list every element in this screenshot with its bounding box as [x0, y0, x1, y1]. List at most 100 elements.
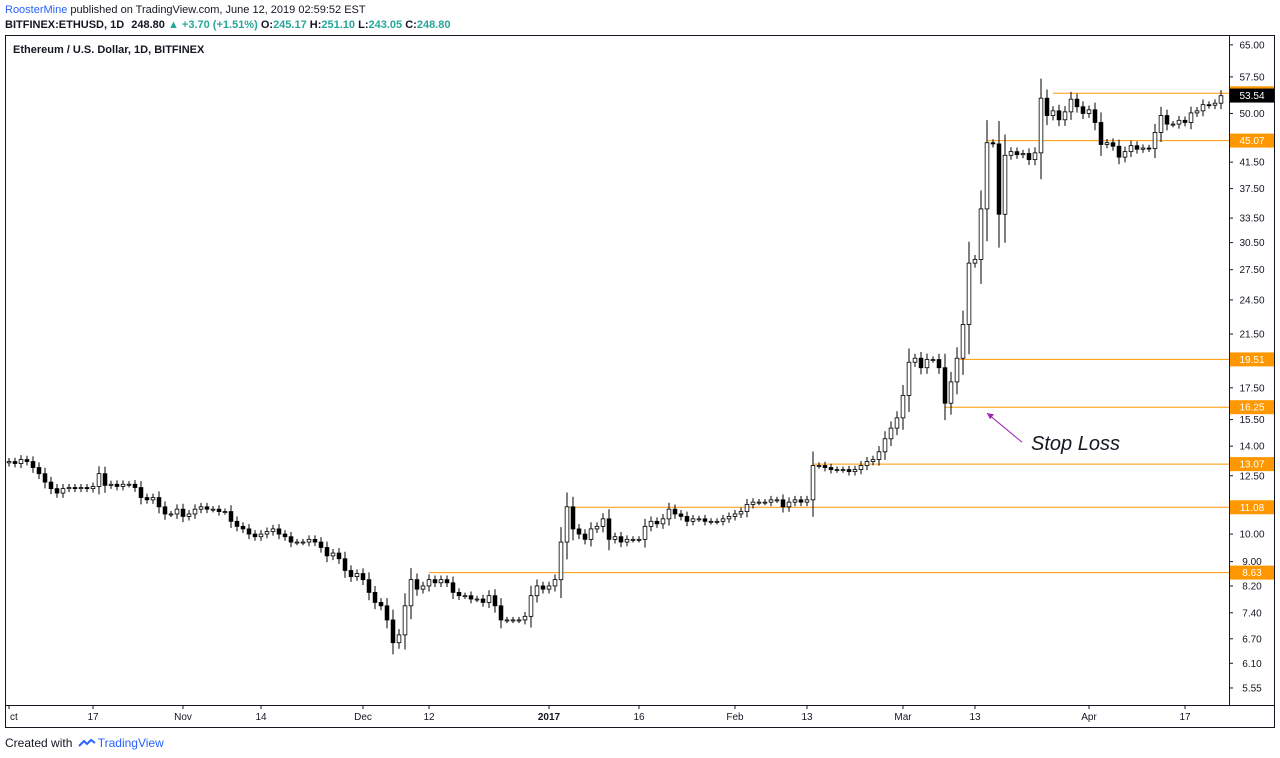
- level-price-badge: [1230, 352, 1274, 367]
- x-tick-label: 13: [801, 712, 813, 723]
- level-price-label: 45.07: [1239, 136, 1264, 147]
- candle-down: [654, 520, 660, 525]
- author-link[interactable]: RoosterMine: [5, 4, 68, 16]
- candle-up: [612, 536, 618, 540]
- candle-up: [840, 469, 846, 471]
- candle-down: [1056, 110, 1062, 121]
- candle-down: [102, 473, 108, 486]
- candle-down: [288, 536, 294, 543]
- candle-up: [708, 520, 714, 523]
- candle-down: [918, 357, 924, 369]
- y-tick-label: 57.50: [1239, 72, 1264, 83]
- candle-up: [858, 465, 864, 470]
- candle-up: [906, 361, 912, 396]
- candle-up: [726, 516, 732, 520]
- x-tick-label: 12: [423, 712, 435, 723]
- candle-down: [582, 533, 588, 540]
- candle-up: [744, 504, 750, 512]
- candle-down: [378, 601, 384, 607]
- candle-up: [978, 208, 984, 260]
- x-tick-label: 17: [87, 712, 99, 723]
- candle-up: [774, 499, 780, 502]
- candle-up: [966, 262, 972, 325]
- candle-up: [120, 483, 126, 487]
- x-tick-label: 2017: [538, 712, 561, 723]
- candle-down: [228, 511, 234, 522]
- y-tick-label: 30.50: [1239, 238, 1264, 249]
- tradingview-link[interactable]: TradingView: [97, 736, 164, 750]
- ohlc-legend: BITFINEX:ETHUSD, 1D 248.80 ▲ +3.70 (+1.5…: [5, 18, 450, 32]
- candle-down: [1080, 106, 1086, 114]
- candle-up: [558, 541, 564, 581]
- candle-up: [60, 488, 66, 494]
- candle-up: [834, 469, 840, 471]
- candle-up: [1158, 115, 1164, 133]
- candle-up: [408, 579, 414, 607]
- candle-down: [282, 533, 288, 538]
- candle-up: [1062, 111, 1068, 121]
- candle-up: [690, 518, 696, 522]
- y-tick-label: 6.10: [1242, 659, 1262, 670]
- candle-up: [18, 459, 24, 464]
- candle-up: [600, 518, 606, 527]
- candle-down: [162, 506, 168, 515]
- candle-up: [594, 525, 600, 530]
- x-tick-label: 13: [969, 712, 981, 723]
- tradingview-logo-icon: [78, 737, 96, 751]
- candle-down: [414, 579, 420, 590]
- candle-down: [234, 520, 240, 527]
- candlestick-chart[interactable]: Ethereum / U.S. Dollar, 1D, BITFINEX 65.…: [5, 35, 1275, 728]
- candle-up: [1122, 151, 1128, 158]
- candle-up: [1152, 132, 1158, 150]
- y-tick-label: 8.20: [1242, 581, 1262, 592]
- candle-up: [1188, 112, 1194, 123]
- candle-up: [306, 538, 312, 543]
- candle-up: [876, 451, 882, 460]
- candle-up: [756, 501, 762, 504]
- candle-up: [732, 513, 738, 517]
- candle-up: [90, 486, 96, 490]
- chart-frame[interactable]: Ethereum / U.S. Dollar, 1D, BITFINEX 65.…: [5, 35, 1275, 728]
- low-value: 243.05: [368, 19, 403, 31]
- candle-down: [1014, 151, 1020, 156]
- candle-up: [636, 538, 642, 541]
- candle-up: [522, 615, 528, 621]
- candle-down: [144, 497, 150, 501]
- y-tick-label: 5.55: [1242, 683, 1262, 694]
- candle-down: [672, 508, 678, 515]
- candle-up: [504, 619, 510, 622]
- candle-down: [1074, 98, 1080, 108]
- x-tick-label: 17: [1179, 712, 1191, 723]
- candle-up: [984, 142, 990, 210]
- candle-down: [1206, 104, 1212, 107]
- time-axis[interactable]: ct 17 Nov 14 Dec 12 2017 16 Feb 13 Mar 13 Apr 17: [8, 705, 1191, 723]
- candle-down: [366, 579, 372, 593]
- candle-down: [480, 598, 486, 603]
- last-price: 248.80: [131, 19, 165, 31]
- candle-up: [720, 518, 726, 522]
- annotation-text: Stop Loss: [1031, 433, 1120, 455]
- x-tick-label: ct: [10, 712, 18, 723]
- candle-up: [792, 499, 798, 503]
- candle-down: [48, 481, 54, 490]
- candle-up: [648, 520, 654, 527]
- candle-up: [66, 487, 72, 490]
- price-change: +3.70 (+1.51%): [181, 19, 258, 31]
- candle-up: [960, 324, 966, 359]
- candle-up: [714, 520, 720, 523]
- candle-up: [1104, 142, 1110, 145]
- candle-up: [624, 538, 630, 543]
- candle-down: [780, 499, 786, 508]
- candle-up: [294, 541, 300, 544]
- candle-down: [996, 143, 1002, 215]
- symbol-label: BITFINEX:ETHUSD, 1D: [5, 19, 125, 31]
- candle-down: [1098, 122, 1104, 145]
- candle-up: [588, 528, 594, 540]
- y-tick-label: 33.50: [1239, 214, 1264, 225]
- candle-up: [804, 499, 810, 503]
- candle-down: [570, 506, 576, 530]
- candle-down: [72, 487, 78, 490]
- candle-up: [888, 427, 894, 440]
- candle-down: [1044, 97, 1050, 116]
- candle-down: [24, 459, 30, 462]
